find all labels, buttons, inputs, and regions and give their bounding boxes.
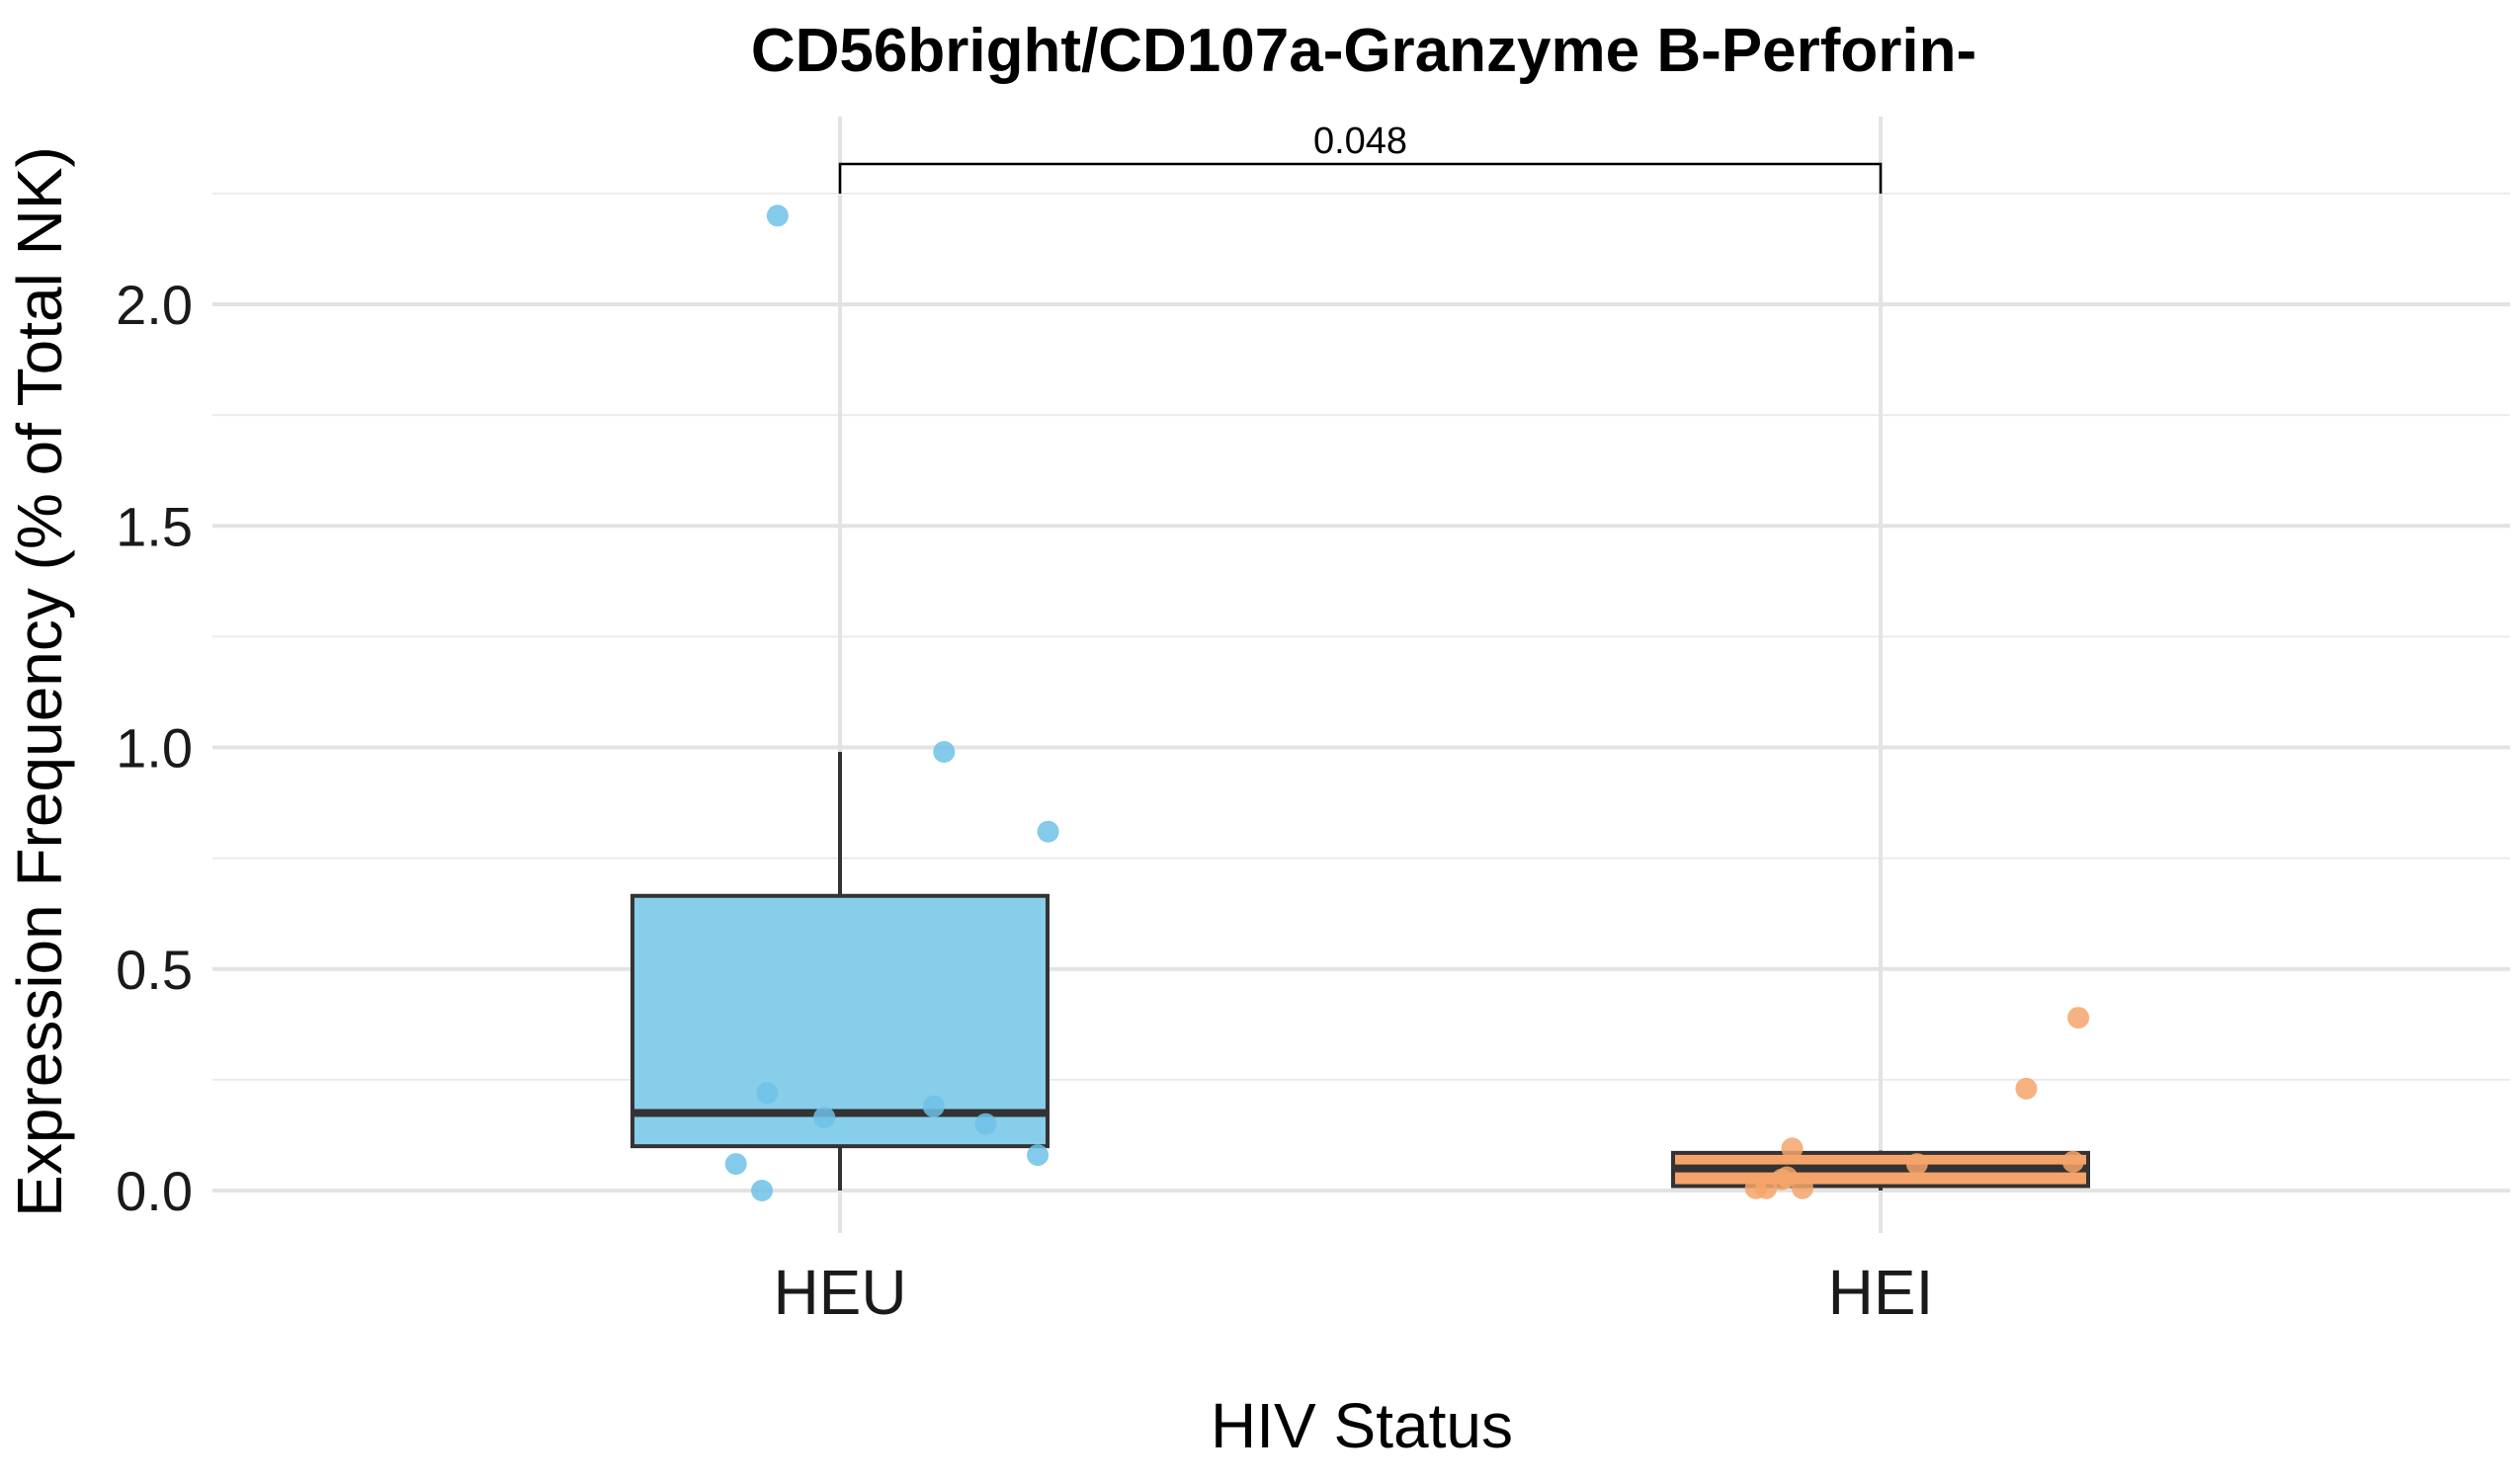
data-point — [1027, 1144, 1050, 1167]
data-point — [813, 1106, 836, 1128]
data-point — [974, 1112, 997, 1135]
data-point — [2015, 1077, 2038, 1100]
data-point — [1781, 1137, 1804, 1160]
point-layer — [724, 205, 2090, 1201]
data-point — [756, 1082, 779, 1105]
y-tick-label: 1.5 — [116, 495, 193, 557]
data-point — [933, 740, 956, 763]
box — [630, 893, 1050, 1149]
data-point — [2061, 1150, 2084, 1173]
x-axis-title: HIV Status — [1211, 1390, 1513, 1461]
y-tick-label: 2.0 — [116, 274, 193, 336]
x-tick-label: HEI — [1828, 1257, 1934, 1328]
y-axis-title: Expression Frequency (% of Total NK) — [4, 146, 75, 1217]
box-layer — [630, 751, 2090, 1191]
data-point — [1905, 1153, 1928, 1176]
y-tick-label: 1.0 — [116, 717, 193, 780]
x-tick-labels: HEU HEI — [773, 1257, 1933, 1328]
data-point — [766, 205, 789, 227]
annotation-layer: 0.048 — [838, 121, 1883, 194]
y-tick-labels: 0.0 0.5 1.0 1.5 2.0 — [116, 274, 193, 1222]
data-point — [1792, 1177, 1814, 1199]
data-point — [1755, 1177, 1778, 1199]
y-tick-label: 0.0 — [116, 1160, 193, 1222]
data-point — [751, 1180, 774, 1201]
chart-title: CD56bright/CD107a-Granzyme B-Perforin- — [751, 17, 1976, 85]
data-point — [1037, 820, 1059, 843]
x-tick-label: HEU — [773, 1257, 906, 1328]
grid-layer — [212, 117, 2510, 1233]
p-value-label: 0.048 — [1313, 121, 1407, 162]
y-tick-label: 0.5 — [116, 939, 193, 1001]
data-point — [2067, 1007, 2090, 1029]
data-point — [922, 1095, 945, 1117]
data-point — [724, 1153, 747, 1176]
significance-bracket — [838, 162, 1883, 194]
